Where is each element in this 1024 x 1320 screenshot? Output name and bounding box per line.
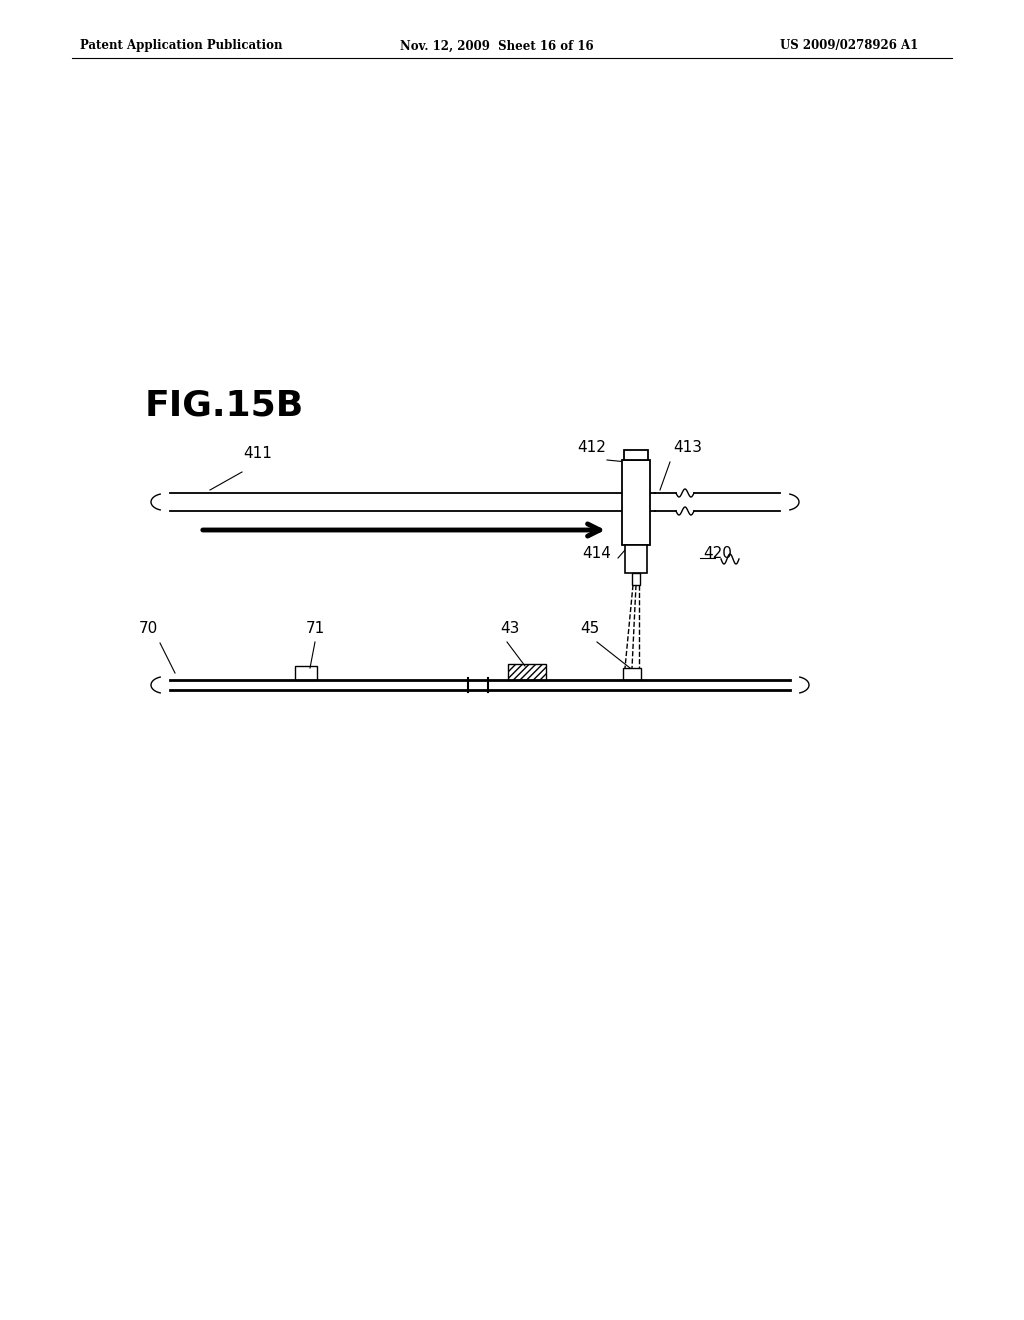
- Bar: [632, 573, 640, 585]
- Text: 45: 45: [581, 620, 600, 636]
- Bar: [624, 450, 648, 459]
- Text: US 2009/0278926 A1: US 2009/0278926 A1: [780, 40, 919, 53]
- Bar: [295, 667, 317, 680]
- Text: FIG.15B: FIG.15B: [145, 388, 304, 422]
- Text: 413: 413: [674, 440, 702, 455]
- Bar: [508, 664, 546, 680]
- Text: 412: 412: [578, 440, 606, 455]
- Text: 411: 411: [244, 446, 272, 461]
- Text: 420: 420: [703, 546, 732, 561]
- Text: Patent Application Publication: Patent Application Publication: [80, 40, 283, 53]
- Text: 43: 43: [501, 620, 520, 636]
- Text: 71: 71: [305, 620, 325, 636]
- Text: 70: 70: [138, 620, 158, 636]
- Text: 414: 414: [583, 546, 611, 561]
- Bar: [622, 459, 650, 545]
- Text: Nov. 12, 2009  Sheet 16 of 16: Nov. 12, 2009 Sheet 16 of 16: [400, 40, 594, 53]
- Bar: [623, 668, 641, 680]
- Bar: [625, 545, 647, 573]
